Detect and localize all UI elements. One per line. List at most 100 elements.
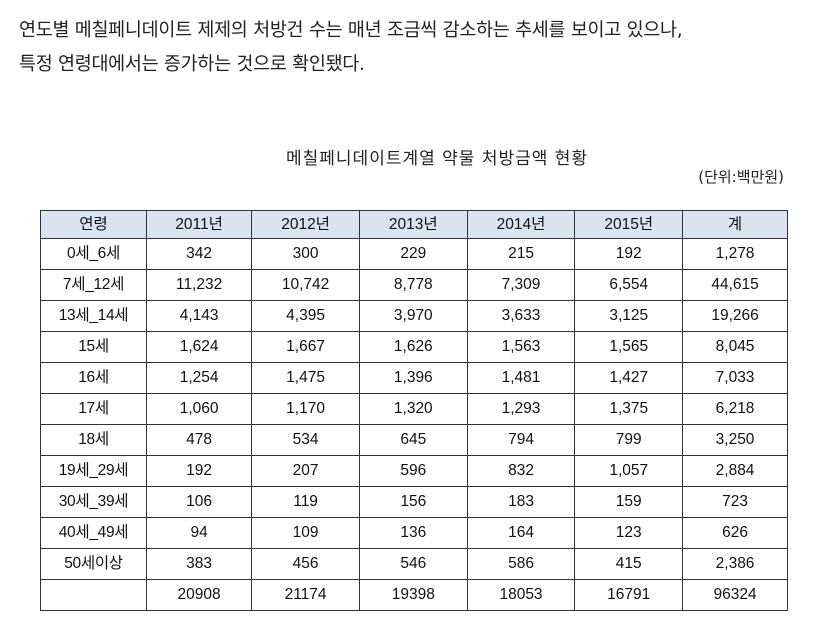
total-row: 20908 21174 19398 18053 16791 96324 xyxy=(40,579,788,611)
value-cell: 1,254 xyxy=(145,362,253,394)
value-cell: 192 xyxy=(574,238,684,270)
header-2011: 2011년 xyxy=(145,210,253,239)
value-cell: 1,565 xyxy=(574,331,684,363)
value-cell: 19398 xyxy=(358,579,468,611)
value-cell: 3,125 xyxy=(574,300,684,332)
value-cell: 1,626 xyxy=(358,331,468,363)
value-cell: 21174 xyxy=(251,579,360,611)
prescription-amount-table: 연령 2011년 2012년 2013년 2014년 2015년 계 0세_6세… xyxy=(40,210,788,611)
header-age: 연령 xyxy=(40,210,147,239)
value-cell: 20908 xyxy=(145,579,253,611)
article-intro: 연도별 메칠페니데이트 제제의 처방건 수는 매년 조금씩 감소하는 추세를 보… xyxy=(19,14,824,82)
value-cell: 2,386 xyxy=(682,548,788,580)
age-group-cell: 15세 xyxy=(40,331,147,363)
table-row: 15세 1,624 1,667 1,626 1,563 1,565 8,045 xyxy=(40,331,788,363)
value-cell: 10,742 xyxy=(251,269,360,301)
value-cell: 300 xyxy=(251,238,360,270)
table-unit-label: (단위:백만원) xyxy=(698,168,784,186)
value-cell: 164 xyxy=(466,517,576,549)
header-2015: 2015년 xyxy=(574,210,684,239)
value-cell: 19,266 xyxy=(682,300,788,332)
age-group-cell: 16세 xyxy=(40,362,147,394)
value-cell: 16791 xyxy=(574,579,684,611)
value-cell: 456 xyxy=(251,548,360,580)
value-cell: 6,554 xyxy=(574,269,684,301)
value-cell: 478 xyxy=(145,424,253,456)
value-cell: 645 xyxy=(358,424,468,456)
value-cell: 8,778 xyxy=(358,269,468,301)
value-cell: 626 xyxy=(682,517,788,549)
value-cell: 3,970 xyxy=(358,300,468,332)
value-cell: 1,060 xyxy=(145,393,253,425)
table-row: 17세 1,060 1,170 1,320 1,293 1,375 6,218 xyxy=(40,393,788,425)
table-row: 7세_12세 11,232 10,742 8,778 7,309 6,554 44,615 xyxy=(40,269,788,301)
value-cell: 159 xyxy=(574,486,684,518)
table-row: 18세 478 534 645 794 799 3,250 xyxy=(40,424,788,456)
age-group-cell: 18세 xyxy=(40,424,147,456)
value-cell: 1,375 xyxy=(574,393,684,425)
value-cell: 1,563 xyxy=(466,331,576,363)
value-cell: 4,395 xyxy=(251,300,360,332)
value-cell: 1,320 xyxy=(358,393,468,425)
value-cell: 1,481 xyxy=(466,362,576,394)
table-row: 40세_49세 94 109 136 164 123 626 xyxy=(40,517,788,549)
intro-line-1: 연도별 메칠페니데이트 제제의 처방건 수는 매년 조금씩 감소하는 추세를 보… xyxy=(19,20,683,41)
value-cell: 106 xyxy=(145,486,253,518)
value-cell: 11,232 xyxy=(145,269,253,301)
table-header: 연령 2011년 2012년 2013년 2014년 2015년 계 xyxy=(40,210,788,239)
table-row: 0세_6세 342 300 229 215 192 1,278 xyxy=(40,238,788,270)
value-cell: 415 xyxy=(574,548,684,580)
value-cell: 1,475 xyxy=(251,362,360,394)
value-cell: 6,218 xyxy=(682,393,788,425)
value-cell: 1,667 xyxy=(251,331,360,363)
value-cell: 3,250 xyxy=(682,424,788,456)
value-cell: 534 xyxy=(251,424,360,456)
value-cell: 229 xyxy=(358,238,468,270)
value-cell: 383 xyxy=(145,548,253,580)
age-group-cell: 17세 xyxy=(40,393,147,425)
header-row: 연령 2011년 2012년 2013년 2014년 2015년 계 xyxy=(40,210,788,239)
table-row: 30세_39세 106 119 156 183 159 723 xyxy=(40,486,788,518)
value-cell: 207 xyxy=(251,455,360,487)
header-2012: 2012년 xyxy=(251,210,360,239)
value-cell: 799 xyxy=(574,424,684,456)
age-group-cell: 0세_6세 xyxy=(40,238,147,270)
value-cell: 109 xyxy=(251,517,360,549)
value-cell: 7,309 xyxy=(466,269,576,301)
value-cell: 1,293 xyxy=(466,393,576,425)
value-cell: 342 xyxy=(145,238,253,270)
value-cell: 1,624 xyxy=(145,331,253,363)
age-group-cell: 30세_39세 xyxy=(40,486,147,518)
header-2013: 2013년 xyxy=(358,210,468,239)
value-cell: 215 xyxy=(466,238,576,270)
age-group-cell: 13세_14세 xyxy=(40,300,147,332)
value-cell: 546 xyxy=(358,548,468,580)
age-group-cell: 40세_49세 xyxy=(40,517,147,549)
value-cell: 586 xyxy=(466,548,576,580)
table-title: 메칠페니데이트계열 약물 처방금액 현황 xyxy=(286,149,589,169)
value-cell: 1,057 xyxy=(574,455,684,487)
value-cell: 192 xyxy=(145,455,253,487)
value-cell: 96324 xyxy=(682,579,788,611)
value-cell: 183 xyxy=(466,486,576,518)
value-cell: 2,884 xyxy=(682,455,788,487)
value-cell: 832 xyxy=(466,455,576,487)
table-row: 16세 1,254 1,475 1,396 1,481 1,427 7,033 xyxy=(40,362,788,394)
value-cell: 1,396 xyxy=(358,362,468,394)
header-total: 계 xyxy=(682,210,788,239)
age-group-cell xyxy=(40,579,147,611)
value-cell: 1,427 xyxy=(574,362,684,394)
age-group-cell: 7세_12세 xyxy=(40,269,147,301)
value-cell: 156 xyxy=(358,486,468,518)
age-group-cell: 19세_29세 xyxy=(40,455,147,487)
value-cell: 3,633 xyxy=(466,300,576,332)
intro-line-2: 특정 연령대에서는 증가하는 것으로 확인됐다. xyxy=(19,54,365,75)
table-row: 50세이상 383 456 546 586 415 2,386 xyxy=(40,548,788,580)
value-cell: 7,033 xyxy=(682,362,788,394)
value-cell: 1,278 xyxy=(682,238,788,270)
value-cell: 8,045 xyxy=(682,331,788,363)
value-cell: 18053 xyxy=(466,579,576,611)
value-cell: 1,170 xyxy=(251,393,360,425)
value-cell: 723 xyxy=(682,486,788,518)
table-body: 0세_6세 342 300 229 215 192 1,278 7세_12세 11,232 10,… xyxy=(40,238,788,611)
